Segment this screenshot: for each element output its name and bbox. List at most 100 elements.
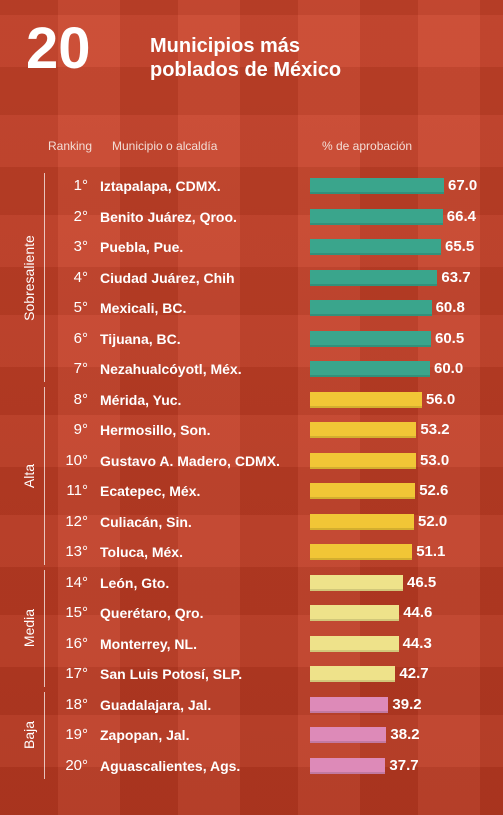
approval-bar xyxy=(310,635,399,652)
approval-bar xyxy=(310,727,387,743)
municipio-label: Benito Juárez, Qroo. xyxy=(100,208,237,225)
approval-bar xyxy=(310,666,396,682)
value-label: 53.2 xyxy=(420,421,450,438)
approval-bar xyxy=(310,574,403,591)
value-label: 60.5 xyxy=(435,329,465,347)
category-label-text: Sobresaliente xyxy=(21,234,37,321)
municipio-label: Ciudad Juárez, Chih xyxy=(100,269,235,286)
value-label: 60.0 xyxy=(434,360,464,377)
rank-label: 4° xyxy=(73,268,88,286)
approval-bar xyxy=(310,178,444,194)
municipio-label: Mexicali, BC. xyxy=(100,300,187,316)
category-divider xyxy=(44,386,45,565)
approval-bar xyxy=(310,757,386,774)
rank-label: 6° xyxy=(73,329,88,347)
municipio-label: Iztapalapa, CDMX. xyxy=(100,178,221,194)
rank-label: 10° xyxy=(65,451,88,469)
header-title-line1: Municipios más xyxy=(150,35,301,57)
rank-label: 15° xyxy=(65,604,88,621)
rank-label: 16° xyxy=(65,634,88,652)
approval-bar xyxy=(310,391,422,408)
value-label: 52.0 xyxy=(418,512,448,530)
approval-bar xyxy=(310,452,416,469)
municipio-label: Toluca, Méx. xyxy=(100,544,183,560)
category-label-text: Media xyxy=(21,609,38,648)
value-label: 65.5 xyxy=(445,238,475,255)
rank-label: 11° xyxy=(66,482,88,499)
municipio-label: Culiacán, Sin. xyxy=(100,513,192,530)
category-label-text: Baja xyxy=(21,720,37,750)
column-header-municipio: Municipio o alcaldía xyxy=(112,139,218,153)
value-label: 66.4 xyxy=(446,207,476,225)
category-divider xyxy=(44,173,45,382)
municipio-label: Ecatepec, Méx. xyxy=(100,483,201,499)
column-header-aprobacion: % de aprobación xyxy=(322,139,413,153)
rank-label: 3° xyxy=(73,238,88,255)
category-divider xyxy=(44,569,45,687)
municipio-label: Mérida, Yuc. xyxy=(100,391,182,408)
approval-bar xyxy=(310,544,413,560)
category-label: Baja xyxy=(20,692,38,779)
rank-label: 13° xyxy=(65,543,88,560)
approval-bar xyxy=(310,361,430,377)
value-label: 53.0 xyxy=(420,451,450,469)
approval-bar xyxy=(310,330,431,347)
header-title: Municipios más poblados de México xyxy=(150,34,341,82)
value-label: 46.5 xyxy=(407,573,437,591)
municipio-label: Zapopan, Jal. xyxy=(100,727,190,743)
municipio-label: Aguascalientes, Ags. xyxy=(100,757,241,774)
approval-bar xyxy=(310,269,438,286)
rank-label: 9° xyxy=(73,421,88,438)
approval-bar xyxy=(310,239,441,255)
column-header-ranking: Ranking xyxy=(48,139,93,153)
municipio-label: Nezahualcóyotl, Méx. xyxy=(100,361,242,377)
value-label: 56.0 xyxy=(426,390,456,408)
header-number: 20 xyxy=(26,16,91,81)
municipio-label: Gustavo A. Madero, CDMX. xyxy=(100,452,280,469)
rank-label: 1° xyxy=(73,177,88,194)
approval-bar xyxy=(310,300,432,316)
rank-label: 12° xyxy=(65,512,88,530)
approval-bar xyxy=(310,422,417,438)
value-label: 60.8 xyxy=(435,299,465,316)
approval-bar xyxy=(310,605,400,621)
rank-label: 17° xyxy=(65,665,88,682)
value-label: 52.6 xyxy=(419,482,449,499)
municipio-label: Hermosillo, Son. xyxy=(100,422,211,438)
rank-label: 18° xyxy=(65,695,88,713)
value-label: 44.6 xyxy=(403,604,433,621)
municipio-label: Monterrey, NL. xyxy=(100,635,197,652)
category-label-text: Alta xyxy=(21,463,37,488)
municipio-label: Puebla, Pue. xyxy=(100,239,184,255)
rank-label: 7° xyxy=(73,360,88,377)
category-label: Media xyxy=(20,570,38,688)
value-label: 44.3 xyxy=(402,634,432,652)
category-divider xyxy=(44,691,45,779)
rank-label: 5° xyxy=(73,299,88,316)
value-label: 67.0 xyxy=(448,177,478,194)
value-label: 63.7 xyxy=(441,268,471,286)
municipio-label: Querétaro, Qro. xyxy=(100,605,204,621)
category-label: Alta xyxy=(20,387,38,566)
approval-bar xyxy=(310,208,443,225)
rank-label: 8° xyxy=(73,390,88,408)
header-title-line2: poblados de México xyxy=(150,59,342,81)
value-label: 39.2 xyxy=(392,695,422,713)
municipio-label: San Luis Potosí, SLP. xyxy=(100,666,243,682)
municipio-label: León, Gto. xyxy=(100,574,170,591)
municipio-label: Guadalajara, Jal. xyxy=(100,696,212,713)
rank-label: 20° xyxy=(65,756,88,774)
rank-label: 19° xyxy=(65,726,88,743)
municipio-label: Tijuana, BC. xyxy=(100,330,181,347)
value-label: 51.1 xyxy=(416,543,446,560)
approval-bar xyxy=(310,483,416,499)
approval-bar xyxy=(310,696,389,713)
value-label: 37.7 xyxy=(389,756,419,774)
value-label: 42.7 xyxy=(399,665,429,682)
rank-label: 2° xyxy=(73,207,88,225)
value-label: 38.2 xyxy=(390,726,420,743)
category-label: Sobresaliente xyxy=(20,173,38,382)
approval-bar xyxy=(310,513,414,530)
rank-label: 14° xyxy=(65,573,88,591)
